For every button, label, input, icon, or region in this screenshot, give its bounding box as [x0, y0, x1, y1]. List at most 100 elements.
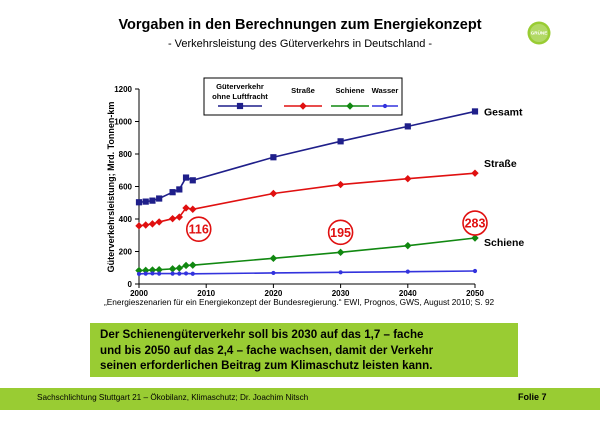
- annotation-value: 116: [189, 223, 209, 237]
- legend-marker: [346, 102, 354, 110]
- data-point: [471, 169, 479, 177]
- data-point: [175, 213, 184, 221]
- data-point: [182, 204, 190, 212]
- y-axis-label: Güterverkehrsleistung; Mrd. Tonnen-km: [106, 102, 116, 273]
- legend-label: Straße: [291, 86, 315, 95]
- y-tick-label: 600: [119, 183, 133, 192]
- data-point: [170, 271, 175, 276]
- legend-marker: [236, 102, 244, 110]
- legend-item: [218, 102, 262, 110]
- legend-title-line1: Güterverkehr: [216, 82, 264, 91]
- data-point: [157, 271, 162, 276]
- y-tick-label: 400: [119, 215, 133, 224]
- annotation-value: 283: [465, 217, 486, 231]
- data-point: [155, 218, 163, 226]
- legend-marker: [382, 103, 388, 109]
- footer-bar: [0, 388, 600, 410]
- data-point: [472, 268, 478, 274]
- source-citation: „Energieszenarien für ein Energiekonzept…: [104, 297, 495, 307]
- annotation-circle: [185, 216, 212, 242]
- data-point: [336, 248, 345, 257]
- data-point: [404, 174, 412, 183]
- data-point: [136, 271, 142, 277]
- legend-title-line2: ohne Luftfracht: [212, 92, 268, 101]
- series-wasser: [136, 268, 478, 277]
- data-point: [168, 214, 177, 223]
- data-point: [338, 270, 343, 275]
- x-tick-label: 2010: [197, 289, 215, 298]
- footer-author: Sachschlichtung Stuttgart 21 – Ökobilanz…: [37, 393, 309, 402]
- callout-line-1: Der Schienengüterverkehr soll bis 2030 a…: [100, 328, 424, 341]
- series-end-label: Gesamt: [484, 106, 523, 118]
- x-tick-label: 2050: [466, 289, 484, 298]
- series-stra-e: [135, 169, 479, 230]
- data-point: [336, 180, 345, 189]
- data-point: [190, 271, 195, 276]
- value-annotation: 116: [185, 216, 212, 242]
- data-point: [135, 222, 143, 230]
- data-point: [142, 198, 149, 205]
- data-point: [135, 199, 143, 206]
- legend-item: Schiene: [331, 86, 369, 110]
- data-point: [404, 123, 411, 130]
- value-annotation: 195: [327, 219, 354, 246]
- legend: Güterverkehr ohne Luftfracht Straße Schie…: [203, 77, 403, 116]
- series-line: [138, 172, 476, 227]
- data-point: [149, 197, 156, 204]
- data-point: [168, 265, 177, 273]
- legend-item: Straße: [284, 86, 322, 110]
- y-tick-label: 1200: [114, 85, 132, 94]
- logo-text: GRÜNE: [531, 30, 548, 36]
- legend-item: Wasser: [372, 86, 399, 109]
- party-logo: GRÜNE: [527, 21, 551, 45]
- annotation-circle: [327, 219, 354, 246]
- data-point: [189, 261, 197, 269]
- page-title: Vorgaben in den Berechnungen zum Energie…: [118, 17, 482, 33]
- data-point: [150, 271, 155, 276]
- data-point: [269, 254, 278, 263]
- annotation-circle: [462, 210, 488, 236]
- value-annotation: 283: [462, 210, 488, 236]
- x-tick-label: 2040: [399, 289, 417, 298]
- data-point: [471, 108, 479, 115]
- data-point: [143, 271, 148, 276]
- summary-callout: Der Schienengüterverkehr soll bis 2030 a…: [90, 323, 518, 377]
- callout-line-3: seinen erforderlichen Beitrag zum Klimas…: [100, 359, 433, 372]
- y-tick-label: 0: [128, 280, 133, 289]
- data-point: [175, 264, 184, 272]
- x-tick-label: 2000: [130, 289, 148, 298]
- callout-line-2: und bis 2050 auf das 2,4 – fache wachsen…: [100, 343, 434, 357]
- legend-marker: [299, 102, 307, 110]
- annotation-value: 195: [330, 226, 351, 240]
- page-subtitle: - Verkehrsleistung des Güterverkehrs in …: [167, 38, 433, 50]
- axis-ticks: 0 200 400 600 800 1000 1200 2000 2010 2020 2030 204…: [114, 85, 484, 298]
- data-point: [269, 189, 278, 198]
- y-tick-label: 200: [119, 248, 133, 257]
- data-point: [271, 270, 276, 276]
- data-point: [142, 221, 150, 229]
- end-labels: Gesamt Straße Schiene: [484, 106, 524, 249]
- data-point: [189, 205, 197, 213]
- data-point: [471, 234, 479, 242]
- y-tick-label: 1000: [114, 118, 132, 127]
- series-end-label: Schiene: [484, 237, 524, 249]
- data-point: [405, 269, 410, 274]
- data-point: [182, 261, 190, 270]
- annotation-layer: 116 195 283: [185, 210, 488, 246]
- data-point: [156, 195, 163, 202]
- data-point: [169, 189, 176, 196]
- data-point: [176, 186, 183, 193]
- data-point: [182, 174, 190, 181]
- legend-label: Schiene: [335, 86, 364, 95]
- x-tick-label: 2020: [265, 289, 283, 298]
- data-point: [404, 241, 412, 250]
- data-point: [337, 138, 344, 145]
- series-line: [138, 270, 476, 275]
- series-schiene: [135, 234, 479, 275]
- series-end-label: Straße: [484, 158, 517, 170]
- data-point: [183, 271, 189, 276]
- legend-label: Wasser: [372, 86, 399, 95]
- data-point: [177, 271, 182, 276]
- series-layer: [135, 108, 479, 277]
